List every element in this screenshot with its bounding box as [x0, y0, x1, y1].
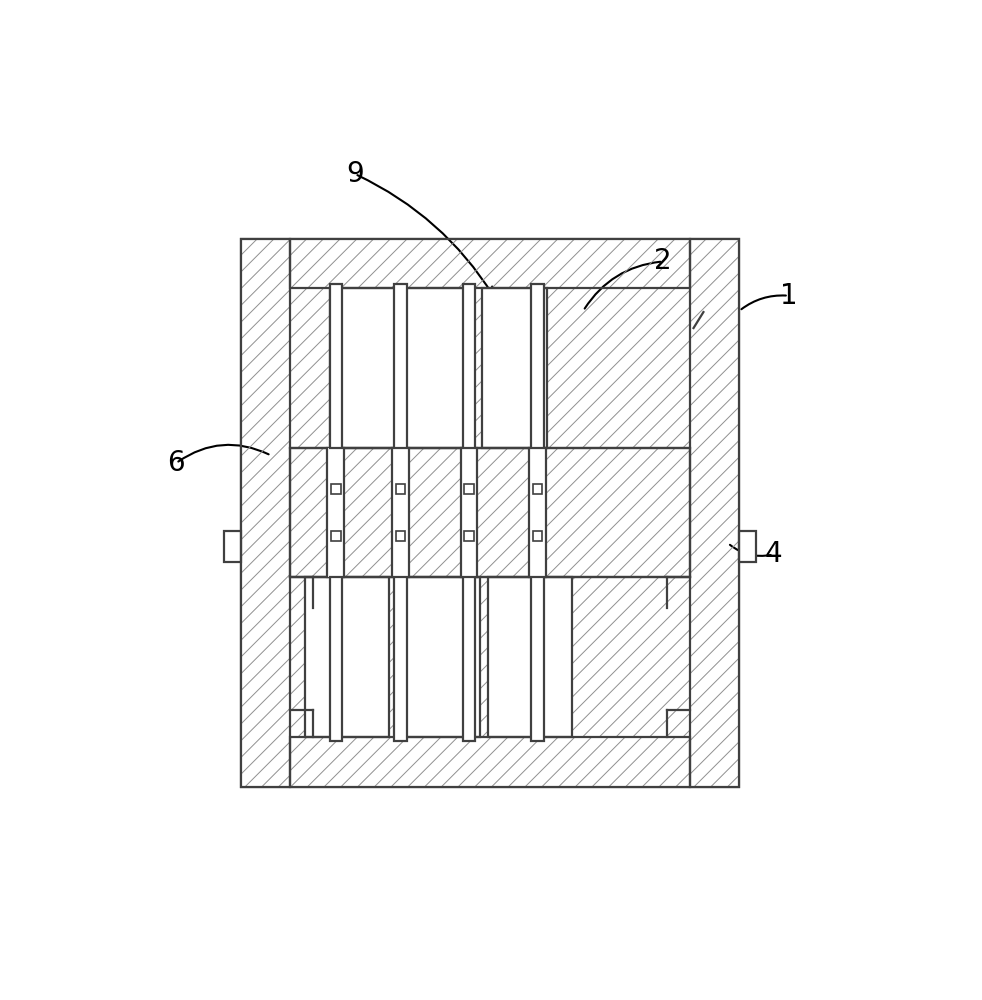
Bar — [392, 448, 409, 577]
Bar — [241, 239, 739, 787]
Bar — [395, 577, 407, 741]
Bar — [331, 531, 341, 541]
Bar — [291, 288, 689, 448]
Bar — [224, 531, 241, 562]
Bar — [330, 577, 342, 741]
Bar — [531, 284, 544, 448]
Text: 9: 9 — [346, 160, 363, 188]
Bar — [461, 448, 477, 577]
Bar — [463, 577, 475, 741]
Bar — [531, 577, 544, 741]
Bar — [241, 239, 291, 787]
Bar — [327, 448, 345, 577]
Bar — [331, 484, 341, 494]
Text: 4: 4 — [765, 540, 783, 568]
Bar — [529, 448, 546, 577]
Bar — [291, 448, 689, 577]
Bar — [395, 284, 407, 448]
Bar — [241, 239, 291, 787]
Bar — [305, 577, 389, 737]
Bar — [291, 577, 689, 737]
Bar — [463, 284, 475, 448]
Bar — [689, 239, 739, 787]
Bar — [291, 239, 689, 288]
Bar — [464, 531, 474, 541]
Bar — [330, 288, 395, 448]
Bar — [291, 737, 689, 787]
Bar — [396, 484, 406, 494]
Bar — [532, 531, 542, 541]
Bar — [291, 239, 689, 288]
Bar — [532, 484, 542, 494]
Bar — [488, 577, 572, 737]
Bar — [396, 531, 406, 541]
Bar — [739, 531, 756, 562]
Text: 6: 6 — [167, 449, 185, 477]
Bar — [407, 288, 471, 448]
Bar — [689, 239, 739, 787]
Bar — [397, 577, 480, 737]
Bar — [291, 448, 689, 577]
Bar — [464, 484, 474, 494]
Bar — [291, 737, 689, 787]
Bar — [482, 288, 547, 448]
Text: 1: 1 — [780, 282, 797, 310]
Text: 2: 2 — [654, 247, 672, 275]
Bar — [330, 284, 342, 448]
